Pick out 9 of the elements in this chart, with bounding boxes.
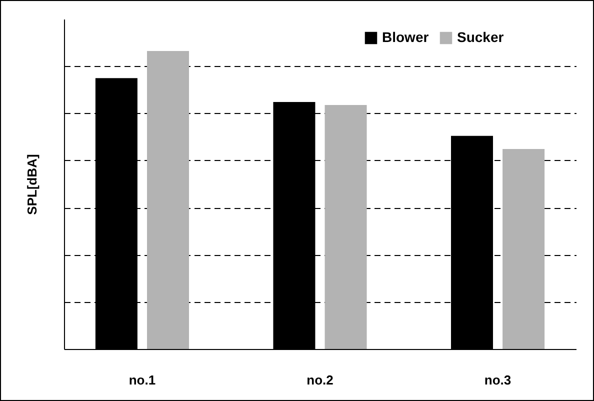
bar (502, 149, 545, 349)
bar (147, 51, 189, 349)
legend-label: Blower (382, 29, 430, 45)
x-tick-label: no.2 (306, 372, 334, 388)
x-tick-label: no.1 (128, 372, 156, 388)
legend-label: Sucker (457, 29, 504, 45)
x-tick-label: no.3 (484, 372, 512, 388)
y-axis-title: SPL[dBA] (24, 154, 40, 215)
bar (324, 104, 367, 349)
